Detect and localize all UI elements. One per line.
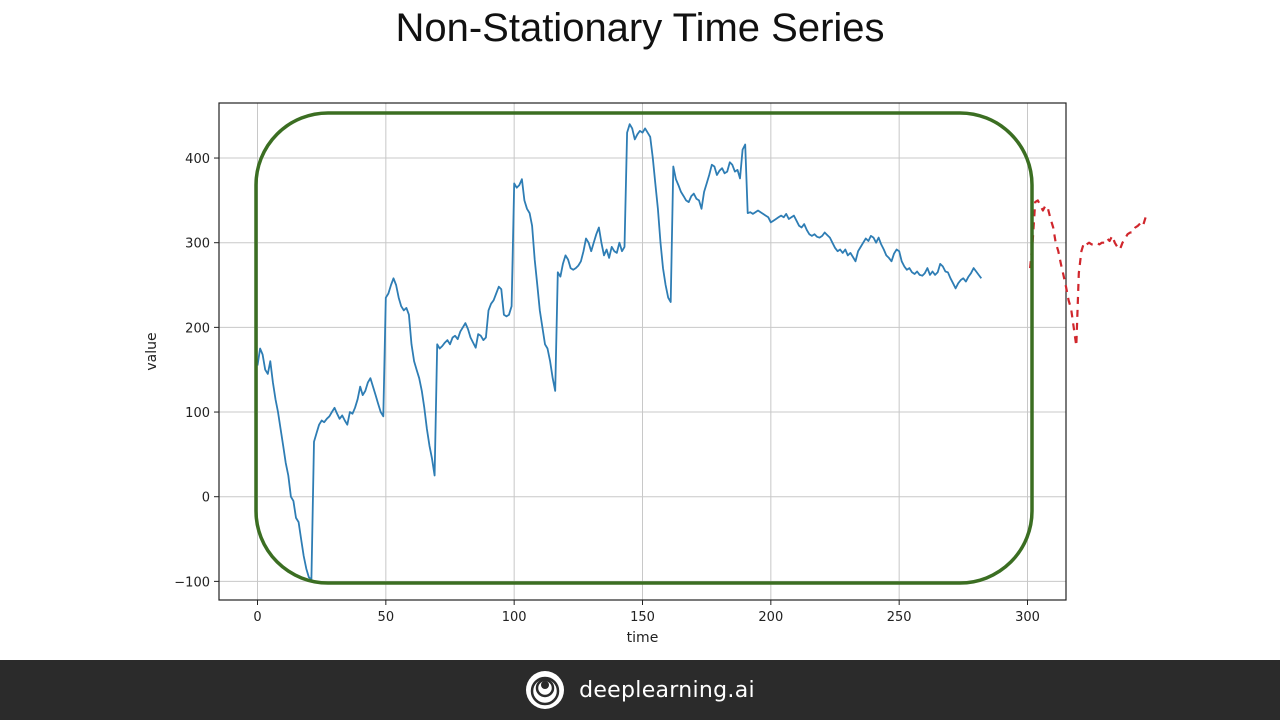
y-tick-label: 400 (185, 152, 210, 167)
y-tick-label: 200 (185, 321, 210, 336)
line-chart: 0 50 100 150 200 250 300 −100 0 100 200 300 400 time… (144, 102, 1147, 646)
grid-lines (219, 103, 1066, 600)
y-tick-label: 0 (202, 491, 210, 506)
y-tick-label: −100 (174, 575, 210, 590)
axis-ticks: 0 50 100 150 200 250 300 −100 0 100 200 300 400 (174, 152, 1040, 625)
x-tick-label: 50 (378, 610, 395, 625)
x-tick-label: 250 (887, 610, 912, 625)
footer-bar: deeplearning.ai (0, 660, 1280, 720)
slide-title: Non-Stationary Time Series (395, 6, 885, 50)
x-tick-label: 300 (1015, 610, 1040, 625)
x-axis-label: time (627, 630, 659, 646)
y-tick-label: 100 (185, 406, 210, 421)
series-line-value (256, 123, 983, 581)
x-tick-label: 0 (253, 610, 261, 625)
series-line-forecast (1029, 199, 1147, 348)
x-tick-label: 100 (502, 610, 527, 625)
x-tick-label: 200 (758, 610, 783, 625)
x-tick-label: 150 (630, 610, 655, 625)
y-axis-label: value (144, 332, 160, 370)
series-layer (256, 123, 1147, 581)
highlight-box (254, 111, 1034, 585)
footer-brand-text: deeplearning.ai (579, 677, 755, 703)
deeplearning-logo-icon (526, 671, 565, 709)
y-tick-label: 300 (185, 237, 210, 252)
